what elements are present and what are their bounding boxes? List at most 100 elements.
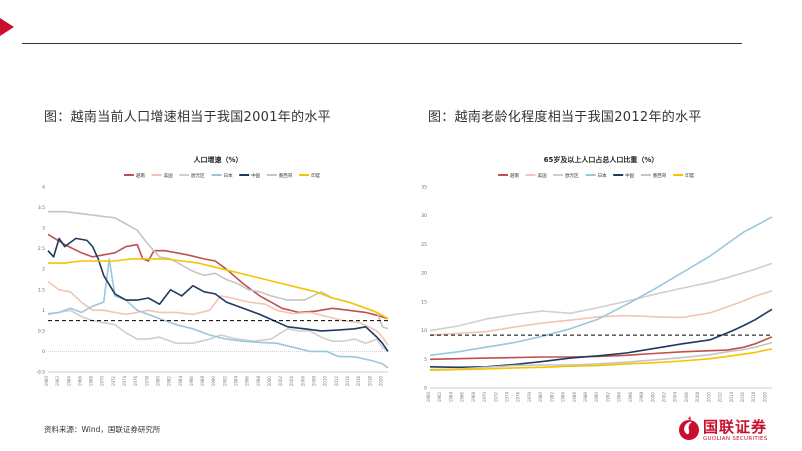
x-tick-label: 2010 [706,392,711,403]
x-tick-label: 1994 [234,376,239,387]
x-tick-label: 1972 [111,376,116,387]
x-tick-label: 1966 [460,392,465,403]
legend-label: 印度 [685,172,694,179]
x-tick-label: 2000 [267,376,272,387]
x-tick-label: 1992 [222,376,227,387]
x-tick-label: 2016 [356,376,361,387]
x-tick-label: 1998 [256,376,261,387]
x-tick-label: 1982 [549,392,554,403]
legend-label: 欧元区 [565,172,579,179]
x-tick-label: 2000 [650,392,655,403]
aging-ratio-chart: 65岁及以上人口占总人口比重（%） 越南 美国 欧元区 日本 中国 墨西哥 印度 35 30 25 2… [421,155,773,403]
legend-item: 墨西哥 [640,173,667,179]
legend-label: 欧元区 [191,172,205,179]
y-tick-label: 0.5 [38,328,45,334]
x-tick-label: 1996 [628,392,633,403]
legend-item: 越南 [124,172,145,179]
x-tick-label: 2006 [300,376,305,387]
legend-label: 日本 [224,172,233,179]
x-tick-label: 1970 [100,376,105,387]
y-tick-label: 1 [42,308,45,314]
y-tick-label: 25 [421,242,427,248]
series-line [429,348,773,371]
series-line [429,290,773,336]
guolian-logo: 国联证券 GUOLIAN SECURITIES [678,414,788,446]
x-tick-label: 1976 [133,376,138,387]
x-tick-label: 1984 [178,376,183,387]
x-tick-label: 2014 [345,376,350,387]
x-tick-label: 1960 [426,392,431,403]
legend-item: 日本 [211,172,233,179]
legend-label: 越南 [510,172,519,179]
source-note: 资料来源：Wind，国联证券研究所 [44,425,161,434]
legend-item: 印度 [299,172,321,179]
right-figure-title: 图：越南老龄化程度相当于我国2012年的水平 [428,110,702,125]
x-tick-label: 1978 [144,376,149,387]
x-tick-label: 2002 [278,376,283,387]
legend-item: 日本 [585,172,607,179]
y-tick-label: 2 [42,267,45,273]
legend-label: 美国 [538,172,547,179]
chart-title: 人口增速（%） [193,155,242,164]
chart-title: 65岁及以上人口占总人口比重（%） [544,155,659,164]
x-tick-label: 1980 [155,376,160,387]
x-tick-label: 1996 [245,376,250,387]
x-tick-label: 2018 [367,376,372,387]
logo-mark-icon [679,416,699,440]
series-line [47,280,389,346]
legend-item: 欧元区 [179,172,205,179]
y-tick-label: 3 [42,226,45,232]
legend-item: 中国 [239,172,261,179]
y-tick-label: 4 [42,185,45,191]
x-tick-label: 1964 [448,392,453,403]
x-tick-label: 1998 [639,392,644,403]
y-tick-label: 5 [424,357,427,363]
legend-label: 美国 [164,172,173,179]
legend-item: 墨西哥 [266,173,293,179]
y-tick-label: 3.5 [38,205,45,211]
series-line [47,258,389,369]
x-tick-label: 1986 [189,376,194,387]
y-tick-label: 2.5 [38,246,45,252]
series-line [429,216,773,357]
legend-item: 印度 [673,172,695,179]
x-tick-label: 2020 [378,376,383,387]
legend-label: 墨西哥 [279,173,293,179]
legend-label: 越南 [136,172,145,179]
x-tick-label: 1968 [471,392,476,403]
y-tick-label: 10 [421,328,427,334]
x-tick-label: 1982 [167,376,172,387]
logo-name-en: GUOLIAN SECURITIES [703,436,768,442]
legend-label: 中国 [625,172,634,179]
legend-item: 中国 [613,172,635,179]
series-line [48,210,389,330]
x-tick-label: 1962 [55,376,60,387]
x-tick-label: 1990 [211,376,216,387]
x-tick-label: 1960 [44,376,49,387]
x-tick-label: 1974 [504,392,509,403]
y-tick-label: -0.5 [36,370,45,376]
series-line [429,262,773,332]
legend-label: 印度 [311,172,320,179]
x-tick-label: 2012 [334,376,339,387]
x-tick-label: 1962 [437,392,442,403]
x-tick-label: 2020 [762,392,767,403]
x-tick-label: 1964 [66,376,71,387]
legend-label: 日本 [598,172,607,179]
header-accent-triangle [0,18,14,36]
x-tick-label: 2018 [751,392,756,403]
x-tick-label: 2012 [718,392,723,403]
x-tick-label: 1992 [605,392,610,403]
left-figure-title: 图：越南当前人口增速相当于我国2001年的水平 [44,110,331,125]
y-tick-label: 30 [421,213,427,219]
legend-item: 欧元区 [553,172,579,179]
x-tick-label: 2006 [684,392,689,403]
series-line [47,237,389,352]
x-tick-label: 1968 [89,376,94,387]
series-line [47,309,389,353]
x-tick-label: 1988 [583,392,588,403]
series-line [429,341,773,371]
x-tick-label: 1978 [527,392,532,403]
y-tick-label: 20 [421,271,427,277]
x-tick-label: 2008 [695,392,700,403]
